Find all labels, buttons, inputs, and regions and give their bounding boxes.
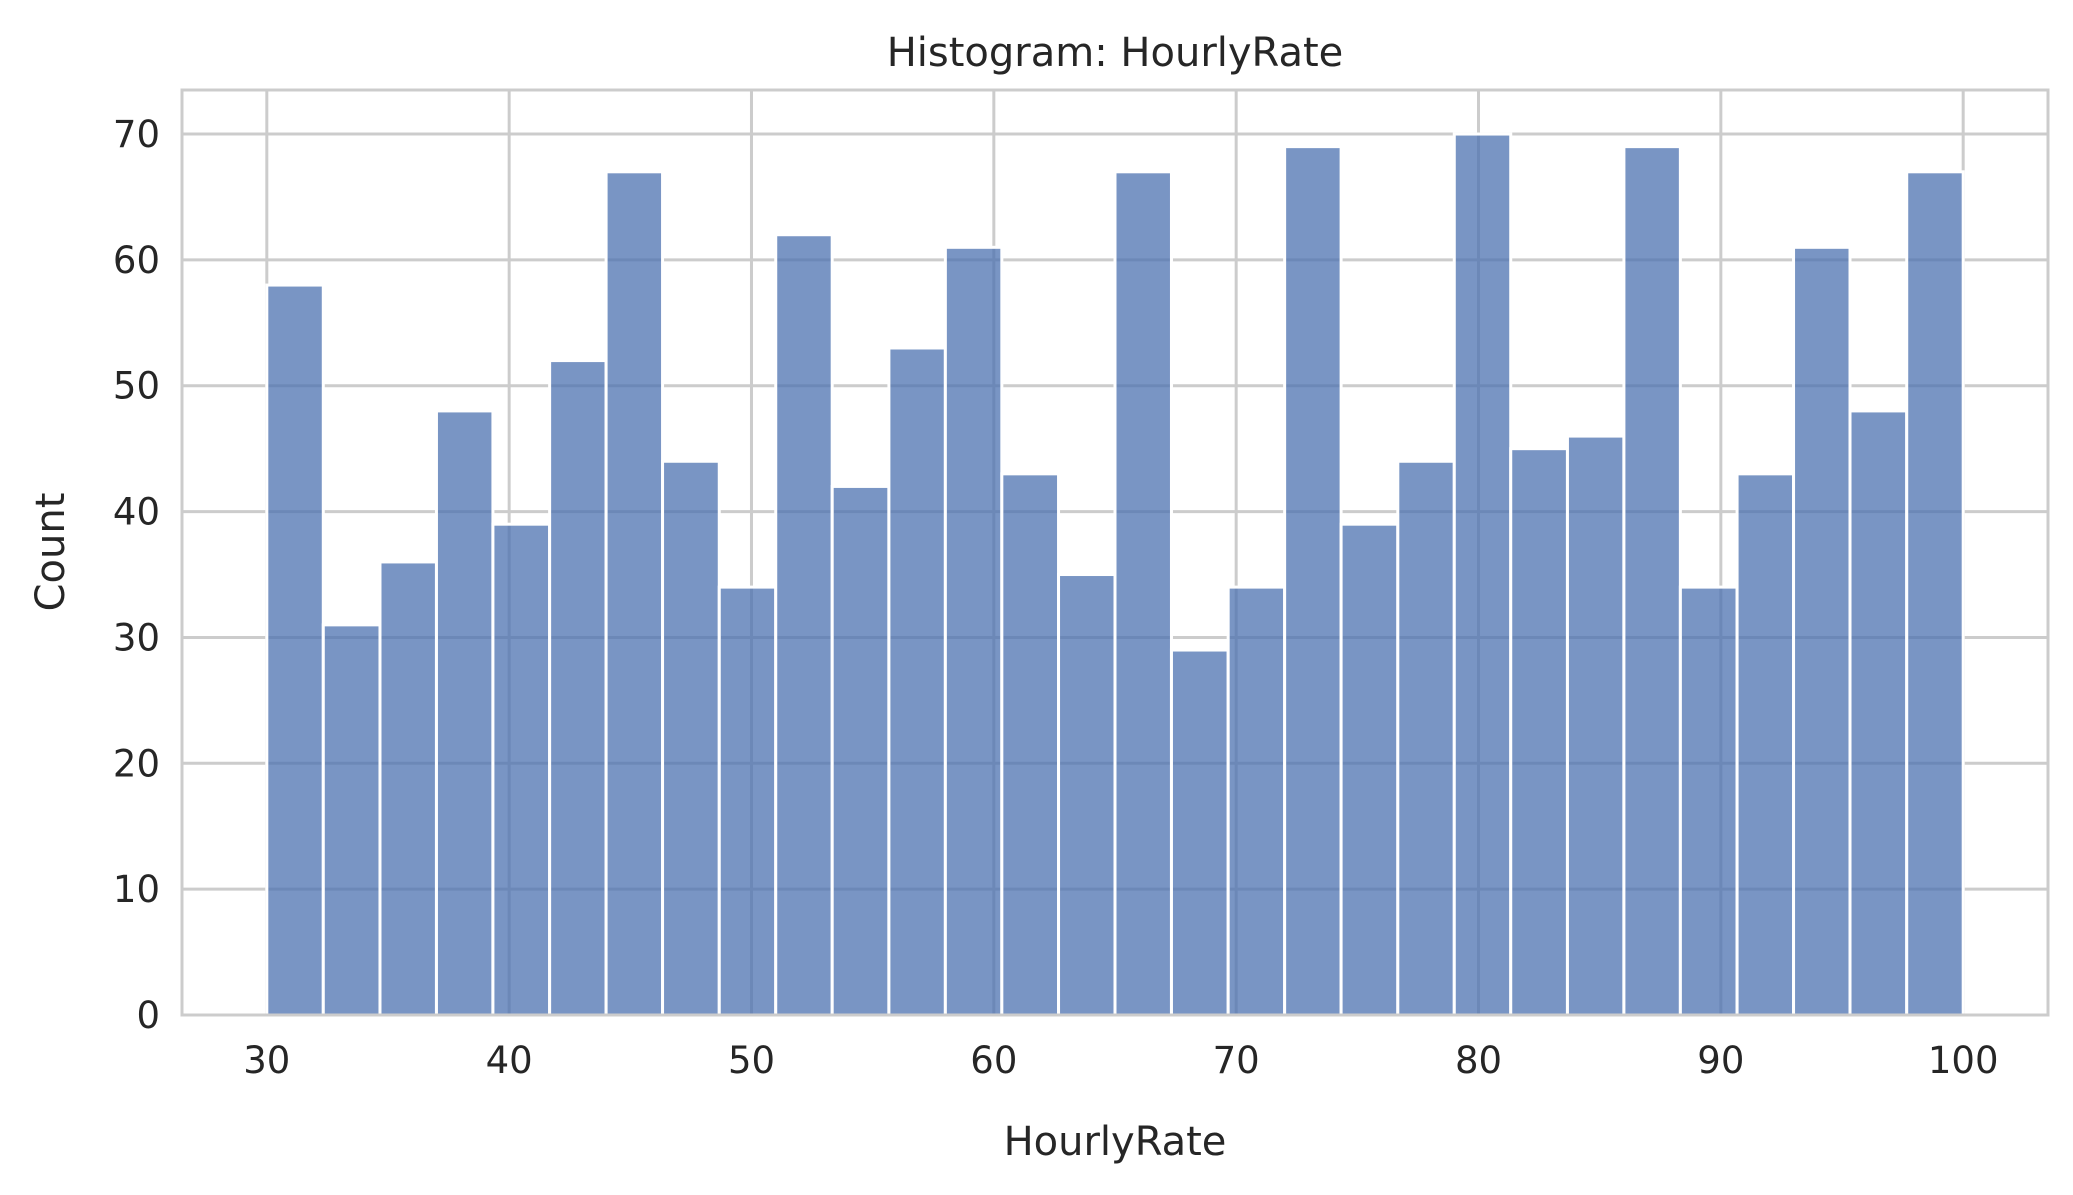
histogram-bar	[1000, 472, 1061, 1017]
x-tick-label: 50	[728, 1039, 775, 1082]
y-tick-label: 10	[113, 868, 160, 911]
histogram-bar	[774, 233, 834, 1017]
histogram-bar	[1339, 522, 1400, 1017]
plot-frame	[180, 88, 2050, 1017]
histogram-bar	[1057, 573, 1117, 1017]
histogram-bar	[1226, 585, 1287, 1017]
y-tick-labels: 0 10 20 30 40 50 60 70	[113, 113, 160, 1037]
histogram-bars	[265, 132, 1965, 1017]
x-tick-label: 60	[970, 1039, 1017, 1082]
histogram-bar	[1622, 145, 1682, 1017]
histogram-bar	[1509, 447, 1569, 1017]
histogram-bar	[1169, 648, 1230, 1017]
x-tick-label: 80	[1455, 1039, 1502, 1082]
y-axis-label: Count	[28, 493, 74, 612]
histogram-bar	[887, 346, 947, 1017]
histogram-bar	[378, 560, 438, 1017]
x-tick-label: 100	[1928, 1039, 1999, 1082]
histogram-bar	[1735, 472, 1796, 1017]
y-tick-label: 70	[113, 113, 160, 156]
histogram-bar	[1452, 132, 1513, 1017]
histogram-bar	[548, 359, 608, 1017]
x-tick-labels: 30 40 50 60 70 80 90 100	[243, 1039, 1998, 1082]
x-tick-label: 70	[1213, 1039, 1260, 1082]
y-tick-label: 20	[113, 742, 160, 785]
histogram-bar	[1283, 145, 1343, 1017]
x-tick-label: 40	[486, 1039, 533, 1082]
histogram-bar	[491, 522, 552, 1017]
histogram-bar	[661, 459, 721, 1017]
histogram-bar	[1565, 434, 1626, 1017]
histogram-bar	[1396, 459, 1456, 1017]
y-tick-label: 40	[113, 491, 160, 534]
histogram-bar	[717, 585, 778, 1017]
histogram-bar	[604, 170, 665, 1017]
histogram-bar	[1678, 585, 1739, 1017]
histogram-bar	[434, 409, 495, 1017]
x-tick-label: 90	[1697, 1039, 1744, 1082]
histogram-bar	[1905, 170, 1965, 1017]
histogram-bar	[830, 484, 891, 1017]
x-tick-label: 30	[243, 1039, 290, 1082]
histogram-bar	[321, 623, 382, 1017]
y-tick-label: 50	[113, 365, 160, 408]
histogram-bar	[1113, 170, 1173, 1017]
histogram-bar	[265, 283, 325, 1017]
histogram-bar	[1848, 409, 1909, 1017]
chart-title: Histogram: HourlyRate	[887, 30, 1344, 76]
histogram-bar	[1792, 245, 1852, 1017]
x-axis-label: HourlyRate	[1004, 1119, 1227, 1165]
y-tick-label: 0	[136, 994, 160, 1037]
histogram-bar	[943, 245, 1004, 1017]
y-tick-label: 30	[113, 616, 160, 659]
y-tick-label: 60	[113, 239, 160, 282]
